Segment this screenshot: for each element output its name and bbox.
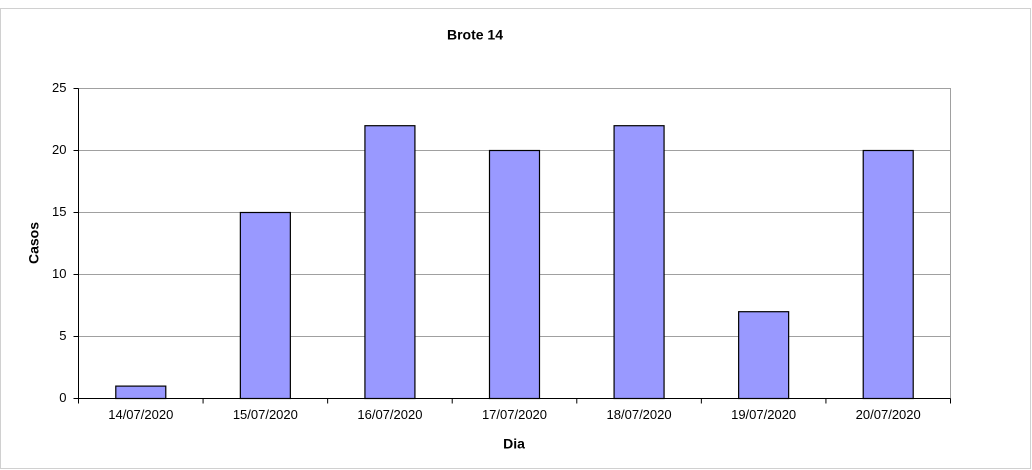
y-tick-label: 5: [59, 328, 66, 343]
bar: [115, 385, 167, 400]
bar: [738, 311, 790, 400]
bar: [613, 125, 665, 400]
x-tick-label: 15/07/2020: [233, 407, 298, 422]
x-tick-label: 19/07/2020: [731, 407, 796, 422]
x-tick-label: 14/07/2020: [108, 407, 173, 422]
y-axis-label: Casos: [26, 222, 42, 264]
y-tick-label: 0: [59, 390, 66, 405]
y-tick-label: 25: [52, 80, 66, 95]
x-axis-label: Dia: [503, 436, 525, 452]
chart-title: Brote 14: [447, 27, 503, 43]
y-tick-label: 15: [52, 204, 66, 219]
x-tick-label: 16/07/2020: [357, 407, 422, 422]
x-tick-label: 20/07/2020: [856, 407, 921, 422]
y-tick-label: 20: [52, 142, 66, 157]
bar: [862, 149, 914, 400]
bar: [364, 125, 416, 400]
bar: [488, 149, 541, 400]
x-tick-label: 17/07/2020: [482, 407, 547, 422]
x-tick-label: 18/07/2020: [607, 407, 672, 422]
y-tick-label: 10: [52, 266, 66, 281]
bar: [239, 211, 291, 400]
